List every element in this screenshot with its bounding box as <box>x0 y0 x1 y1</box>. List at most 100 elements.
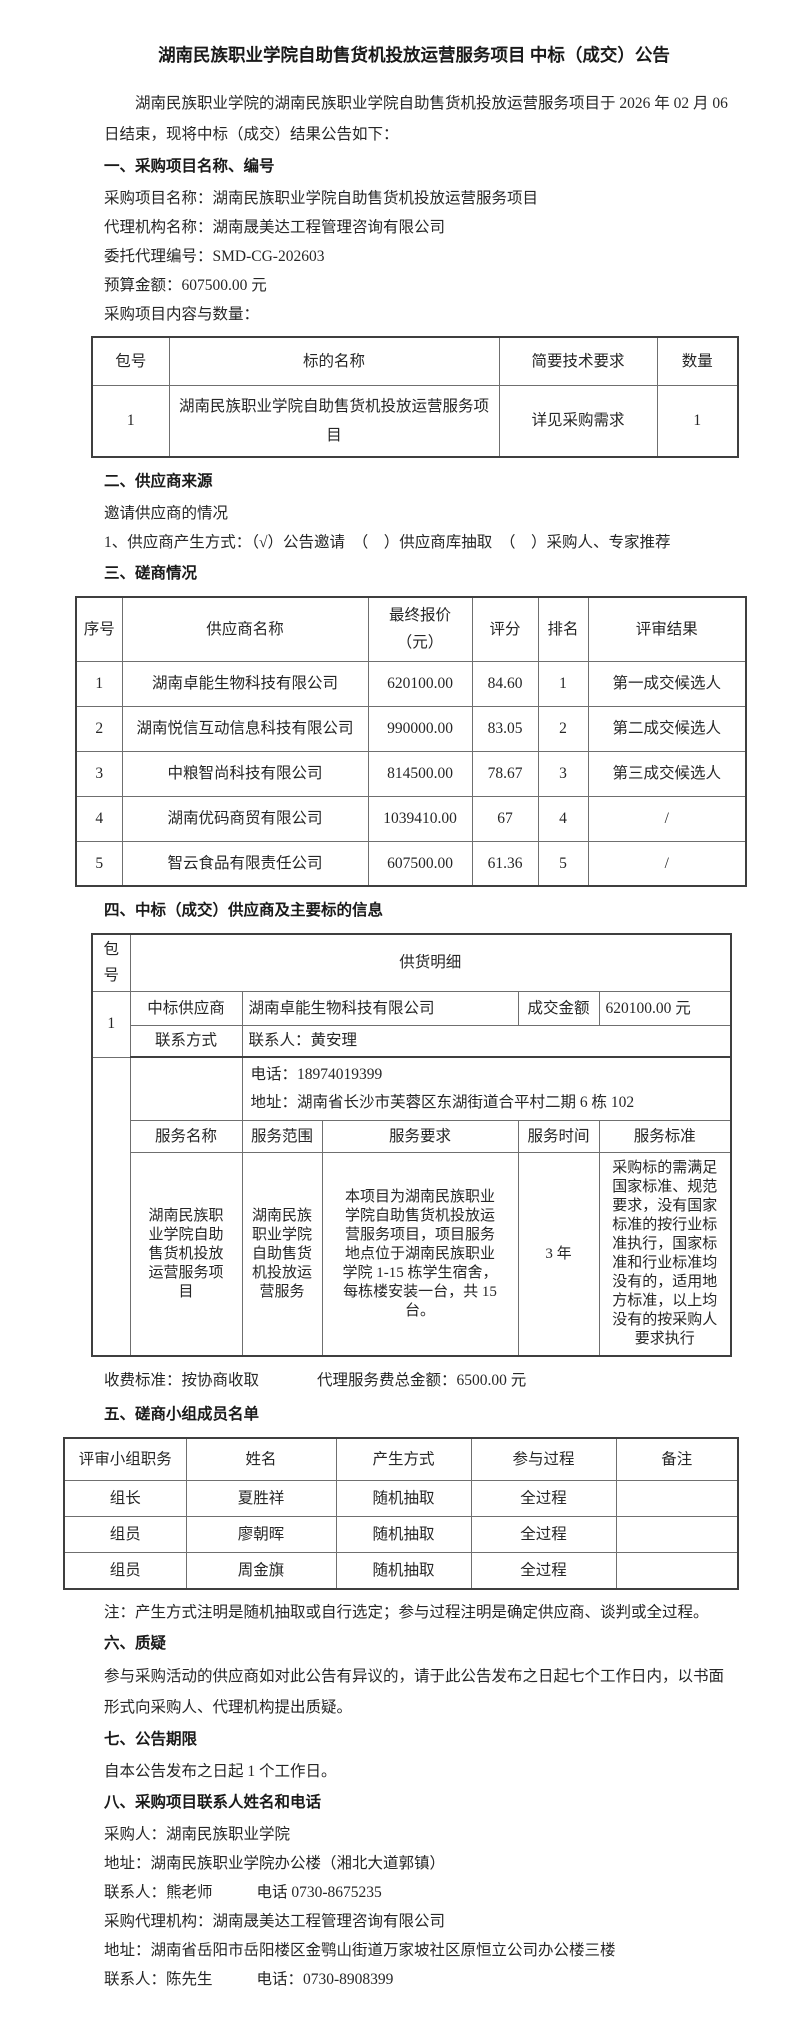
table-cell: 5 <box>537 840 589 887</box>
phone-address-cell: 电话：18974019399 地址：湖南省长沙市芙蓉区东湖街道合平村二期 6 栋… <box>241 1056 732 1121</box>
section-2-heading: 二、供应商来源 <box>104 473 213 490</box>
column-header: 标的名称 <box>168 336 500 386</box>
agency-contact-phone: 电话：0730-8908399 <box>256 1970 394 1988</box>
agency-address-line: 地址：湖南省岳阳市岳阳楼区金鹗山街道万家坡社区原恒立公司办公楼三楼 <box>104 1941 616 1959</box>
table-cell: 湖南卓能生物科技有限公司 <box>121 660 369 707</box>
content-quantity-label: 采购项目内容与数量： <box>104 306 260 323</box>
empty-label-cell <box>129 1056 243 1121</box>
amount-value-cell: 620100.00 元 <box>598 991 732 1026</box>
section-7-heading: 七、公告期限 <box>104 1730 198 1748</box>
column-header: 服务时间 <box>517 1120 600 1153</box>
table-cell: 全过程 <box>470 1479 617 1517</box>
table-cell: 第二成交候选人 <box>587 705 747 752</box>
winner-detail-table: 包号 供货明细 1 中标供应商 湖南卓能生物科技有限公司 成交金额 620100… <box>91 933 733 1357</box>
table-cell: 随机抽取 <box>335 1515 472 1553</box>
table-cell: 详见采购需求 <box>498 384 658 458</box>
table-cell: 周金旗 <box>185 1551 337 1589</box>
column-header: 参与过程 <box>470 1437 617 1481</box>
announcement-period-line: 自本公告发布之日起 1 个工作日。 <box>104 1762 337 1780</box>
table-cell: 全过程 <box>470 1515 617 1553</box>
table-cell: 1 <box>537 660 589 707</box>
agency-code-line: 委托代理编号：SMD-CG-202603 <box>104 248 325 265</box>
winner-label-cell: 中标供应商 <box>129 991 243 1026</box>
column-header: 排名 <box>537 596 589 662</box>
service-header-row: 服务名称 服务范围 服务要求 服务时间 服务标准 <box>92 1120 732 1153</box>
table-cell: 990000.00 <box>367 705 473 752</box>
negotiation-result-table: 序号 供应商名称 最终报价（元） 评分 排名 评审结果 1 湖南卓能生物科技有限… <box>75 596 747 887</box>
column-header: 评分 <box>471 596 539 662</box>
contact-phone-line: 电话：18974019399 <box>250 1066 383 1083</box>
column-header: 服务名称 <box>129 1120 243 1153</box>
column-header: 服务范围 <box>241 1120 323 1153</box>
column-header: 评审结果 <box>587 596 747 662</box>
table-cell: 61.36 <box>471 840 539 887</box>
purchaser-address-line: 地址：湖南民族职业学院办公楼（湘北大道郭镇） <box>104 1854 446 1872</box>
fee-line: 收费标准：按协商收取 代理服务费总金额：6500.00 元 <box>104 1366 738 1396</box>
table-cell: 67 <box>471 795 539 842</box>
contact-row: 联系方式 联系人：黄安理 <box>92 1025 732 1058</box>
section-6-heading: 六、质疑 <box>104 1634 167 1652</box>
column-header: 最终报价（元） <box>367 596 473 662</box>
column-header: 简要技术要求 <box>498 336 658 386</box>
column-header: 数量 <box>656 336 739 386</box>
fee-standard: 收费标准：按协商收取 <box>104 1372 260 1389</box>
table-cell: 组员 <box>63 1515 187 1553</box>
page-title: 湖南民族职业学院自助售货机投放运营服务项目 中标（成交）公告 <box>158 45 670 65</box>
table-cell: 随机抽取 <box>335 1479 472 1517</box>
agency-contact-name: 联系人：陈先生 <box>104 1970 213 1988</box>
table-cell: 廖朝晖 <box>185 1515 337 1553</box>
invite-supplier-line: 邀请供应商的情况 <box>104 505 229 522</box>
section-4-heading: 四、中标（成交）供应商及主要标的信息 <box>104 902 384 919</box>
column-header: 姓名 <box>185 1437 337 1481</box>
table-header-row: 包号 供货明细 <box>91 933 732 992</box>
service-content-row: 湖南民族职业学院自助售货机投放运营服务项目 湖南民族职业学院自助售货机投放运营服… <box>92 1152 732 1357</box>
purchaser-contact-phone: 电话 0730-8675235 <box>256 1883 382 1901</box>
contact-detail-row: 电话：18974019399 地址：湖南省长沙市芙蓉区东湖街道合平村二期 6 栋… <box>91 1056 732 1357</box>
table-cell: 智云食品有限责任公司 <box>121 840 369 887</box>
purchaser-contact-line: 联系人：熊老师 电话 0730-8675235 <box>104 1878 738 1907</box>
service-scope-cell: 湖南民族职业学院自助售货机投放运营服务 <box>241 1152 323 1357</box>
supplier-row: 2 湖南悦信互动信息科技有限公司 990000.00 83.05 2 第二成交候… <box>75 705 747 752</box>
table-cell: 4 <box>75 795 123 842</box>
supplier-row: 4 湖南优码商贸有限公司 1039410.00 67 4 / <box>75 795 747 842</box>
supplier-row: 1 湖南卓能生物科技有限公司 620100.00 84.60 1 第一成交候选人 <box>75 660 747 707</box>
table-cell: 3 <box>537 750 589 797</box>
amount-label-cell: 成交金额 <box>517 991 600 1026</box>
table-row: 1 湖南民族职业学院自助售货机投放运营服务项目 详见采购需求 1 <box>91 384 739 458</box>
table-cell: 814500.00 <box>367 750 473 797</box>
table-cell: 5 <box>75 840 123 887</box>
table-cell: 83.05 <box>471 705 539 752</box>
table-cell: 第三成交候选人 <box>587 750 747 797</box>
table-cell: 湖南悦信互动信息科技有限公司 <box>121 705 369 752</box>
table-header-row: 评审小组职务 姓名 产生方式 参与过程 备注 <box>63 1437 739 1481</box>
budget-line: 预算金额：607500.00 元 <box>104 277 267 294</box>
table-cell <box>615 1551 739 1589</box>
objection-paragraph: 参与采购活动的供应商如对此公告有异议的，请于此公告发布之日起七个工作日内，以书面… <box>104 1667 725 1716</box>
column-header: 服务标准 <box>598 1120 732 1153</box>
agency-line: 采购代理机构：湖南晟美达工程管理咨询有限公司 <box>104 1912 446 1930</box>
panel-note-line: 注：产生方式注明是随机抽取或自行选定；参与过程注明是确定供应商、谈判或全过程。 <box>104 1603 709 1621</box>
panel-member-row: 组员 周金旗 随机抽取 全过程 <box>63 1551 739 1589</box>
winner-row: 1 中标供应商 湖南卓能生物科技有限公司 成交金额 620100.00 元 <box>91 991 732 1058</box>
package-number-cell: 1 <box>91 991 131 1058</box>
table-cell <box>615 1479 739 1517</box>
package-span-cell <box>91 1056 131 1357</box>
section-1-heading: 一、采购项目名称、编号 <box>104 158 275 175</box>
winner-name-cell: 湖南卓能生物科技有限公司 <box>241 991 519 1026</box>
column-header: 评审小组职务 <box>63 1437 187 1481</box>
purchaser-contact-name: 联系人：熊老师 <box>104 1883 213 1901</box>
supplier-row: 3 中粮智尚科技有限公司 814500.00 78.67 3 第三成交候选人 <box>75 750 747 797</box>
table-cell: 全过程 <box>470 1551 617 1589</box>
column-header: 供货明细 <box>129 933 732 992</box>
service-name-cell: 湖南民族职业学院自助售货机投放运营服务项目 <box>129 1152 243 1357</box>
table-cell: 湖南民族职业学院自助售货机投放运营服务项目 <box>168 384 500 458</box>
agency-name-line: 代理机构名称：湖南晟美达工程管理咨询有限公司 <box>104 219 446 236</box>
table-cell: 2 <box>75 705 123 752</box>
table-cell: / <box>587 840 747 887</box>
agency-contact-line: 联系人：陈先生 电话：0730-8908399 <box>104 1965 738 1994</box>
review-panel-table: 评审小组职务 姓名 产生方式 参与过程 备注 组长 夏胜祥 随机抽取 全过程 组… <box>63 1437 739 1590</box>
table-cell: 随机抽取 <box>335 1551 472 1589</box>
table-cell: / <box>587 795 747 842</box>
table-cell: 84.60 <box>471 660 539 707</box>
panel-member-row: 组长 夏胜祥 随机抽取 全过程 <box>63 1479 739 1517</box>
